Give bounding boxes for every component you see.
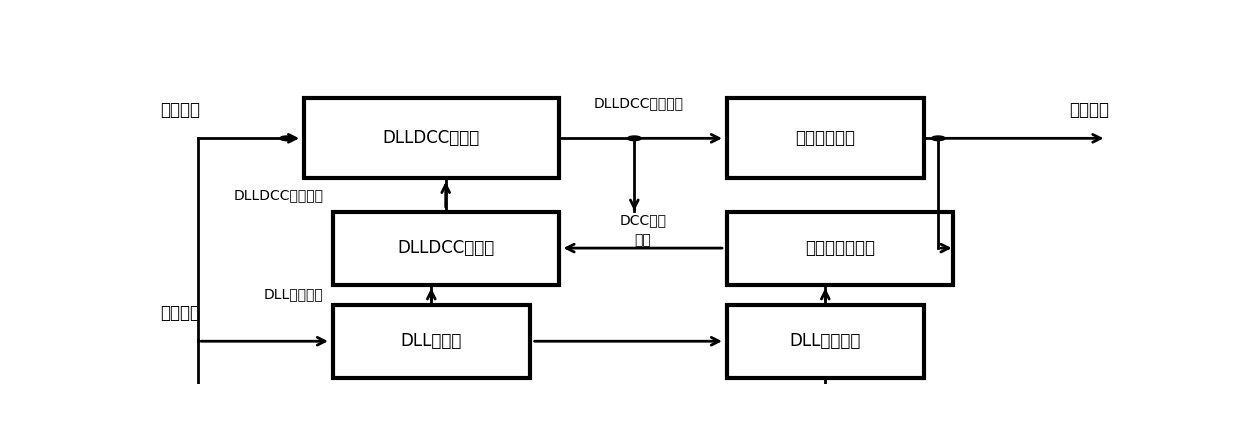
Circle shape: [627, 136, 641, 141]
Bar: [727, 305, 924, 378]
Bar: [727, 212, 952, 285]
Text: DLLDCC控制器: DLLDCC控制器: [397, 239, 495, 257]
Text: DLLDCC控制信号: DLLDCC控制信号: [233, 188, 324, 202]
Bar: [332, 212, 558, 285]
Text: DLLDCC延迟链: DLLDCC延迟链: [383, 129, 480, 147]
Bar: [727, 98, 924, 178]
Text: 时钟传输电路: 时钟传输电路: [795, 129, 856, 147]
Bar: [304, 98, 559, 178]
Text: DLL鉴相信号: DLL鉴相信号: [263, 288, 324, 302]
Text: DLL鉴相器: DLL鉴相器: [401, 332, 463, 350]
Text: 占空比检测电路: 占空比检测电路: [805, 239, 874, 257]
Text: 反馈时钟: 反馈时钟: [160, 304, 200, 322]
Text: 输出时钟: 输出时钟: [1069, 101, 1110, 119]
Text: 信号: 信号: [635, 233, 651, 247]
Circle shape: [931, 136, 945, 141]
Circle shape: [280, 136, 294, 141]
Text: DLLDCC输出时钟: DLLDCC输出时钟: [594, 96, 684, 110]
Bar: [332, 305, 529, 378]
Text: 输入时钟: 输入时钟: [160, 101, 200, 119]
Text: DCC检测: DCC检测: [619, 213, 666, 227]
Text: DLL反馈电路: DLL反馈电路: [790, 332, 861, 350]
